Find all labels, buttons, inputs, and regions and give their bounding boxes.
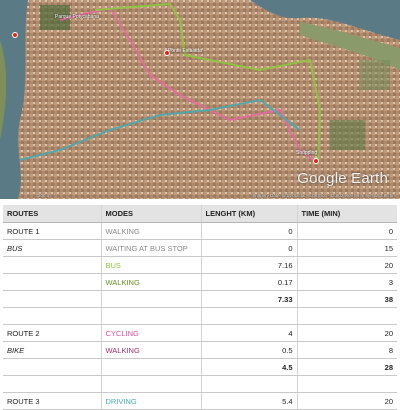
cell-length: 4	[201, 324, 298, 342]
header-length: LENGHT (KM)	[201, 205, 298, 223]
map-scale: 200 m	[38, 193, 51, 198]
cell-time: 20	[297, 324, 397, 342]
table-row: ROUTE 3 DRIVING 5.4 20	[3, 392, 397, 410]
table-header-row: ROUTES MODES LENGHT (KM) TIME (MIN)	[3, 205, 397, 223]
cell-route	[3, 256, 102, 274]
cell-route: BIKE	[3, 341, 102, 359]
header-routes: ROUTES	[3, 205, 102, 223]
cell-length: 5.4	[201, 392, 298, 410]
header-modes: MODES	[101, 205, 202, 223]
cell-route: ROUTE 3	[3, 392, 102, 410]
cell-time: 20	[297, 392, 397, 410]
map-imagery	[0, 0, 400, 199]
map-label: Parque Potycabana	[55, 14, 99, 20]
map-status-bar: Imagery Date: 6/1/2016 lat -5.083 lon -4…	[252, 193, 396, 198]
cell-time	[297, 307, 397, 325]
location-pin-icon[interactable]	[164, 50, 170, 56]
cell-route	[3, 375, 102, 393]
table-row: ROUTE 1 WALKING 0 0	[3, 222, 397, 240]
cell-time: 28	[297, 358, 397, 376]
cell-length	[201, 307, 298, 325]
routes-table-container: ROUTES MODES LENGHT (KM) TIME (MIN) ROUT…	[0, 205, 400, 410]
table-row: 4.5 28	[3, 358, 397, 376]
header-time: TIME (MIN)	[297, 205, 397, 223]
cell-mode: WALKING	[101, 273, 202, 291]
cell-route: ROUTE 1	[3, 222, 102, 240]
cell-time: 8	[297, 341, 397, 359]
cell-mode: WALKING	[101, 341, 202, 359]
cell-route: BUS	[3, 239, 102, 257]
cell-mode: WAITING AT BUS STOP	[101, 239, 202, 257]
map-label: Shopping	[296, 150, 318, 156]
table-row: BIKE WALKING 0.5 8	[3, 341, 397, 359]
cell-time: 15	[297, 239, 397, 257]
cell-length: 4.5	[201, 358, 298, 376]
cell-mode	[101, 375, 202, 393]
cell-time: 20	[297, 256, 397, 274]
cell-route: ROUTE 2	[3, 324, 102, 342]
table-row: 7.33 38	[3, 290, 397, 308]
cell-mode: WALKING	[101, 222, 202, 240]
destination-pin-icon[interactable]	[313, 158, 319, 164]
cell-mode: BUS	[101, 256, 202, 274]
start-pin-icon[interactable]	[12, 32, 18, 38]
cell-length: 0.5	[201, 341, 298, 359]
cell-route	[3, 273, 102, 291]
cell-mode	[101, 358, 202, 376]
table-row: BUS WAITING AT BUS STOP 0 15	[3, 239, 397, 257]
satellite-map[interactable]: Parque Potycabana Ponte Estaiada Shoppin…	[0, 0, 400, 199]
cell-length: 0	[201, 239, 298, 257]
table-row: WALKING 0.17 3	[3, 273, 397, 291]
cell-route	[3, 307, 102, 325]
cell-mode: CYCLING	[101, 324, 202, 342]
cell-time: 0	[297, 222, 397, 240]
cell-length	[201, 375, 298, 393]
cell-route	[3, 290, 102, 308]
cell-route	[3, 358, 102, 376]
cell-mode	[101, 307, 202, 325]
cell-length: 0	[201, 222, 298, 240]
cell-time: 3	[297, 273, 397, 291]
cell-time: 38	[297, 290, 397, 308]
cell-length: 7.16	[201, 256, 298, 274]
cell-length: 0.17	[201, 273, 298, 291]
table-body: ROUTE 1 WALKING 0 0 BUS WAITING AT BUS STOP 0 1…	[3, 222, 397, 410]
cell-mode	[101, 290, 202, 308]
table-row: ROUTE 2 CYCLING 4 20	[3, 324, 397, 342]
cell-mode: DRIVING	[101, 392, 202, 410]
map-label: Ponte Estaiada	[168, 48, 202, 54]
google-earth-logo: Google Earth	[297, 170, 388, 187]
routes-table: ROUTES MODES LENGHT (KM) TIME (MIN) ROUT…	[3, 205, 397, 410]
table-row: BUS 7.16 20	[3, 256, 397, 274]
cell-length: 7.33	[201, 290, 298, 308]
table-row	[3, 375, 397, 393]
table-row	[3, 307, 397, 325]
cell-time	[297, 375, 397, 393]
